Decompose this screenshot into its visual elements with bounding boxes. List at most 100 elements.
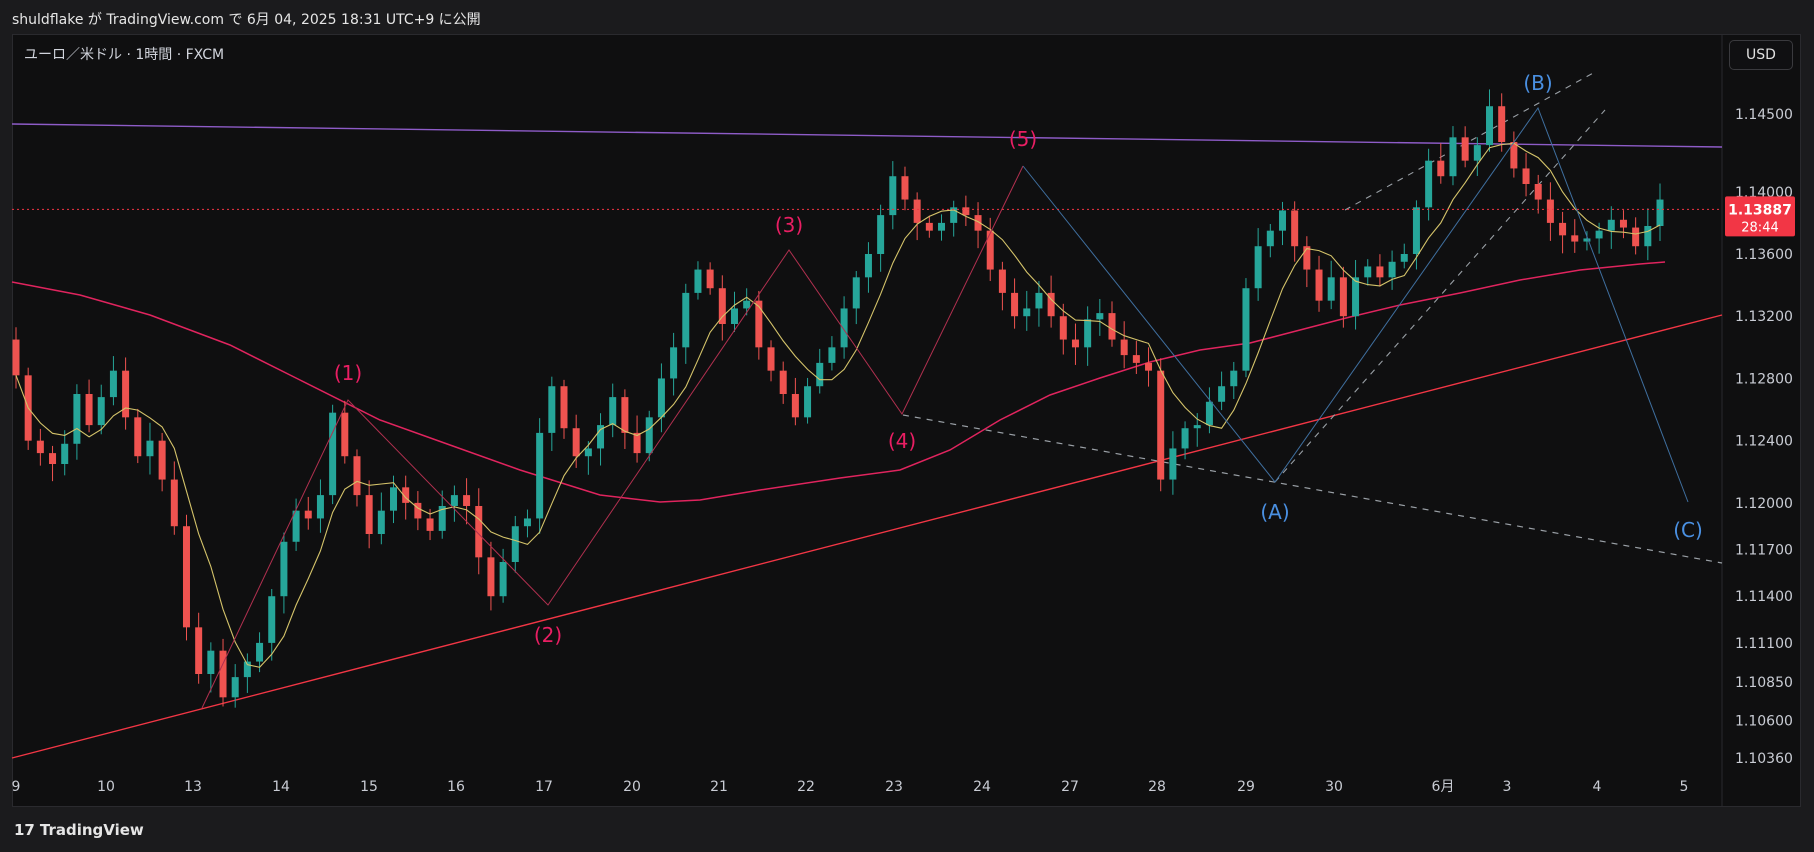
candle-body <box>487 557 495 597</box>
candle-body <box>1498 106 1506 142</box>
candle-body <box>1619 219 1627 228</box>
rising-support-line <box>11 314 1723 759</box>
candle-body <box>341 412 349 457</box>
candle-body <box>864 254 872 278</box>
candle-body <box>597 425 605 449</box>
candle-body <box>1157 370 1165 480</box>
candle-body <box>986 230 994 270</box>
x-tick-label: 30 <box>1325 779 1343 795</box>
candle-body <box>1108 313 1116 340</box>
candle-body <box>414 502 422 519</box>
corrective-wave-path <box>1022 106 1689 503</box>
candle-body <box>1364 266 1372 278</box>
candle-body <box>499 562 507 597</box>
candle-body <box>365 495 373 534</box>
slow-moving-average-line <box>11 261 1666 503</box>
candle-body <box>1425 160 1433 208</box>
candle-body <box>329 412 337 496</box>
y-tick-label: 1.11700 <box>1735 543 1793 559</box>
candle-body <box>779 370 787 394</box>
x-tick-label: 9 <box>12 779 21 795</box>
x-tick-label: 13 <box>184 779 202 795</box>
x-tick-label: 24 <box>973 779 991 795</box>
candle-body <box>12 339 20 376</box>
candle-body <box>268 596 276 643</box>
candle-body <box>353 456 361 496</box>
candle-body <box>560 386 568 429</box>
candle-body <box>1266 230 1274 247</box>
candle-body <box>1388 261 1396 278</box>
candle-body <box>1011 292 1019 317</box>
candle-body <box>682 292 690 348</box>
candle-body <box>1473 145 1481 161</box>
chart-area[interactable] <box>12 34 1801 807</box>
candle-body <box>1278 210 1286 231</box>
candle-body <box>901 176 909 200</box>
footer-bar <box>0 807 1814 852</box>
candle-body <box>1059 316 1067 340</box>
candle-body <box>1400 254 1408 262</box>
candle-body <box>828 347 836 363</box>
candle-body <box>182 526 190 628</box>
candle-body <box>1303 246 1311 270</box>
candle-body <box>170 479 178 527</box>
candle-body <box>292 510 300 542</box>
candle-body <box>1449 137 1457 177</box>
candle-body <box>1595 230 1603 239</box>
x-tick-label: 17 <box>535 779 553 795</box>
candle-body <box>1607 219 1615 231</box>
candle-body <box>1084 319 1092 348</box>
candle-body <box>1327 277 1335 301</box>
horizontal-resistance-line <box>11 123 1723 148</box>
candle-body <box>657 378 665 418</box>
candle-body <box>998 269 1006 293</box>
candle-body <box>61 443 69 464</box>
y-tick-label: 1.11400 <box>1735 589 1793 605</box>
candle-body <box>840 308 848 348</box>
y-tick-label: 1.13600 <box>1735 247 1793 263</box>
candle-body <box>85 394 93 426</box>
impulse-wave-path <box>201 165 1024 709</box>
candle-body <box>1486 106 1494 146</box>
candle-body <box>548 386 556 433</box>
currency-button[interactable]: USD <box>1729 40 1793 70</box>
x-tick-label: 6月 <box>1432 779 1455 795</box>
channel-upper-line <box>1344 71 1596 211</box>
y-tick-label: 1.11100 <box>1735 636 1793 652</box>
x-tick-label: 3 <box>1503 779 1512 795</box>
candle-body <box>1205 401 1213 426</box>
candle-body <box>1461 137 1469 161</box>
current-price-tag <box>1725 196 1795 237</box>
candle-body <box>633 432 641 454</box>
x-tick-label: 4 <box>1593 779 1602 795</box>
x-tick-label: 15 <box>360 779 378 795</box>
current-price-value: 1.13887 <box>1728 202 1792 218</box>
candle-body <box>877 215 885 254</box>
candle-body <box>791 394 799 418</box>
y-tick-label: 1.14500 <box>1735 107 1793 123</box>
candle-body <box>243 661 251 678</box>
x-tick-label: 22 <box>797 779 815 795</box>
candle-body <box>1656 199 1664 226</box>
candle-body <box>1644 226 1652 247</box>
candle-body <box>1510 142 1518 169</box>
tradingview-brand[interactable]: 17 TradingView <box>14 821 144 839</box>
candle-body <box>938 222 946 231</box>
candle-body <box>475 506 483 558</box>
candle-body <box>1522 168 1530 184</box>
candle-body <box>1120 339 1128 356</box>
candle-body <box>1181 428 1189 449</box>
y-tick-label: 1.12800 <box>1735 371 1793 387</box>
candle-body <box>536 432 544 519</box>
candle-body <box>584 448 592 457</box>
candle-body <box>256 642 264 662</box>
candle-body <box>1230 370 1238 387</box>
candle-body <box>755 300 763 348</box>
candle-body <box>36 440 44 454</box>
candle-body <box>146 440 154 457</box>
x-tick-label: 14 <box>272 779 290 795</box>
wave-label-4: (4) <box>888 429 916 453</box>
candle-body <box>207 650 215 674</box>
y-tick-label: 1.10850 <box>1735 675 1793 691</box>
